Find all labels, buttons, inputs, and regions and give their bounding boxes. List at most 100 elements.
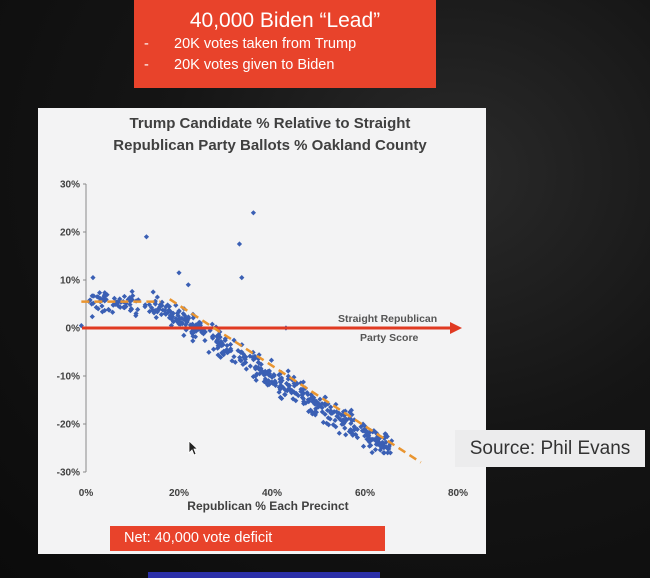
x-tick-label: 60%: [355, 488, 375, 499]
data-point: [308, 392, 314, 398]
data-point: [336, 430, 342, 436]
data-point: [135, 306, 141, 313]
data-point: [89, 313, 95, 320]
data-point: [185, 282, 191, 288]
data-point: [239, 275, 245, 281]
data-point: [328, 404, 334, 410]
data-point: [386, 444, 392, 450]
y-tick-label: 10%: [60, 276, 80, 287]
y-tick-label: 0%: [66, 324, 81, 335]
data-point: [313, 409, 320, 415]
data-point: [385, 450, 391, 456]
data-point: [176, 308, 182, 314]
data-point: [325, 401, 331, 407]
y-tick-label: -10%: [57, 372, 80, 383]
data-point: [255, 364, 261, 371]
data-point: [97, 290, 103, 296]
data-point: [224, 347, 230, 353]
data-point: [165, 302, 171, 308]
data-point: [272, 382, 279, 388]
data-point: [258, 369, 264, 375]
data-point: [168, 309, 174, 315]
data-point: [129, 297, 135, 303]
data-point: [99, 303, 105, 309]
x-tick-label: 0%: [79, 488, 94, 499]
data-point: [336, 410, 342, 416]
data-point: [298, 388, 304, 395]
data-point: [307, 407, 314, 413]
y-tick-label: 30%: [60, 180, 80, 191]
data-point: [325, 415, 331, 421]
data-point: [383, 444, 389, 450]
data-point: [311, 395, 317, 401]
headline-title: 40,000 Biden “Lead”: [189, 9, 381, 32]
data-point: [266, 368, 273, 374]
data-point: [153, 314, 159, 321]
data-point: [319, 401, 325, 407]
data-point: [152, 301, 158, 307]
data-point: [158, 311, 164, 318]
data-point: [150, 289, 156, 295]
data-point: [347, 415, 353, 421]
data-point: [298, 380, 304, 386]
data-point: [278, 379, 284, 385]
y-tick-label: -20%: [57, 420, 80, 431]
chart-title-line: Republican Party Ballots % Oakland Count…: [113, 137, 427, 154]
data-point: [371, 428, 377, 434]
data-point: [313, 406, 319, 412]
data-point: [236, 241, 243, 247]
data-point: [291, 374, 297, 380]
data-point: [216, 331, 222, 338]
data-point: [276, 372, 282, 378]
data-point: [206, 349, 212, 355]
data-point: [102, 298, 108, 304]
data-point: [383, 439, 389, 445]
y-tick-label: 20%: [60, 228, 80, 239]
data-point: [330, 422, 336, 428]
data-point: [324, 407, 331, 413]
data-point: [348, 407, 354, 413]
data-point: [362, 425, 368, 432]
data-point: [311, 399, 318, 405]
data-point: [349, 412, 355, 418]
data-point: [214, 338, 220, 344]
data-point: [173, 302, 179, 308]
data-point: [143, 234, 150, 240]
data-point: [278, 382, 284, 389]
data-point: [366, 439, 372, 445]
data-point: [256, 360, 262, 366]
trend-line: [169, 298, 422, 464]
data-point: [111, 295, 117, 301]
data-point: [372, 447, 379, 453]
data-point: [389, 438, 395, 444]
data-point: [353, 431, 359, 438]
data-point: [387, 450, 393, 456]
headline-bullet: - 20K votes given to Biden: [134, 55, 436, 76]
data-point: [380, 450, 387, 456]
data-point: [387, 441, 393, 447]
data-point: [377, 447, 383, 453]
data-point: [373, 438, 379, 444]
data-point: [250, 374, 256, 380]
data-point: [129, 288, 135, 295]
data-point: [224, 342, 230, 349]
data-point: [265, 379, 271, 385]
data-point: [211, 346, 217, 352]
data-point: [379, 439, 385, 446]
data-point: [310, 398, 316, 405]
chart-title-line: Trump Candidate % Relative to Straight: [130, 115, 411, 132]
data-point: [217, 334, 223, 340]
data-point: [190, 338, 196, 344]
reference-arrowhead: [450, 322, 462, 334]
annotation-line: Party Score: [360, 332, 419, 344]
headline-bullet: - 20K votes taken from Trump: [134, 34, 436, 55]
data-point: [243, 366, 249, 372]
bullet-text: 20K votes taken from Trump: [174, 36, 357, 52]
data-point: [262, 368, 268, 374]
data-point: [94, 294, 100, 300]
chart-slide: Trump Candidate % Relative to Straight R…: [38, 108, 486, 554]
data-point: [258, 365, 264, 372]
data-point: [378, 444, 385, 450]
data-point: [146, 302, 152, 308]
scatter-chart: Trump Candidate % Relative to Straight R…: [57, 115, 468, 513]
